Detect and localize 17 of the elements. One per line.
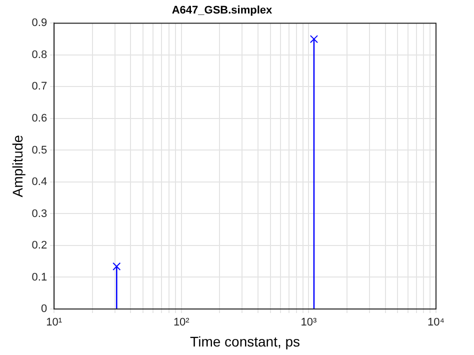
y-tick-label: 0.7: [32, 80, 48, 93]
x-axis-title: Time constant, ps: [190, 333, 300, 350]
y-axis-title: Amplitude: [9, 134, 26, 198]
y-tick-label: 0.5: [32, 144, 48, 156]
y-tick-label: 0.3: [32, 208, 48, 220]
x-tick-label: 10³: [300, 316, 317, 329]
x-tick-label: 10⁴: [428, 316, 445, 329]
y-tick-label: 0.4: [32, 176, 48, 188]
y-tick-label: 0: [40, 303, 48, 316]
y-tick-label: 0.8: [32, 48, 48, 61]
chart-title: A647_GSB.simplex: [172, 4, 274, 17]
y-tick-label: 0.6: [32, 112, 48, 124]
y-tick-label: 0.9: [32, 17, 48, 30]
y-tick-label: 0.1: [32, 271, 48, 284]
y-tick-label: 0.2: [32, 240, 48, 252]
x-tick-label: 10²: [173, 316, 190, 329]
x-tick-label: 10¹: [46, 316, 62, 329]
